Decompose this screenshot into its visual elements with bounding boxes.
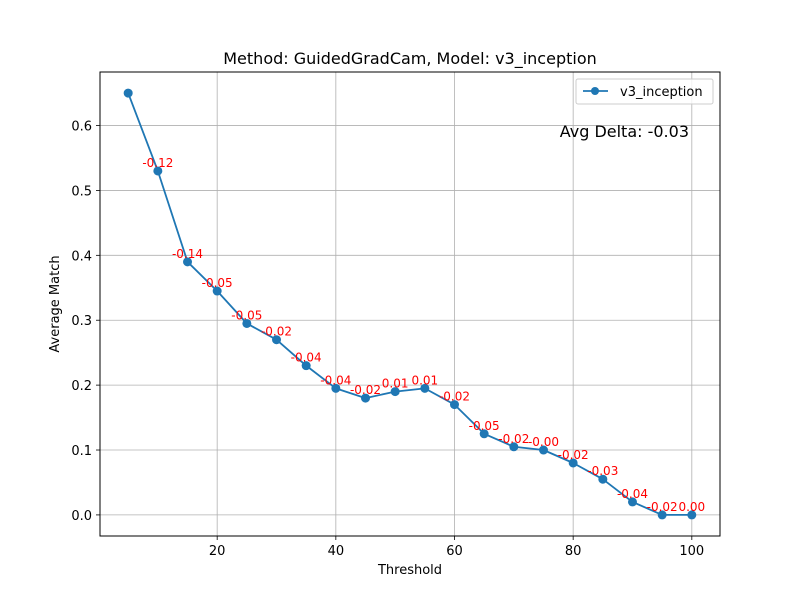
delta-label: -0.05 — [231, 308, 262, 322]
delta-label: -0.04 — [291, 351, 322, 365]
legend-box — [575, 78, 714, 105]
data-point — [390, 387, 400, 397]
axes: 20 40 60 80 100 0.0 0.1 0.2 0.3 0.4 0.5 0.6 — [71, 120, 704, 559]
legend-label: v3_inception — [620, 85, 703, 100]
delta-label: -0.03 — [587, 464, 618, 478]
delta-label: -0.02 — [498, 432, 529, 446]
delta-label: -0.02 — [261, 325, 292, 339]
data-point — [153, 166, 163, 176]
plot-frame — [99, 71, 721, 537]
delta-label: 0.00 — [678, 500, 705, 514]
chart-title: Method: GuidedGradCam, Model: v3_incepti… — [223, 49, 597, 69]
x-axis-label: Threshold — [377, 563, 442, 578]
data-point — [598, 474, 608, 484]
grid — [100, 72, 720, 536]
delta-label: -0.02 — [439, 390, 470, 404]
data-point — [449, 400, 459, 410]
data-point — [301, 361, 311, 371]
delta-label: -0.05 — [469, 419, 500, 433]
data-point — [123, 88, 133, 98]
legend-marker-swatch — [591, 87, 599, 95]
delta-label: -0.02 — [647, 500, 678, 514]
delta-label: -0.14 — [172, 247, 203, 261]
series-line — [127, 92, 692, 516]
data-point — [538, 445, 548, 455]
y-axis-label: Average Match — [48, 255, 63, 352]
series-layer — [123, 88, 697, 520]
data-point — [242, 318, 252, 328]
y-tick-label: 0.2 — [71, 379, 92, 394]
data-point — [657, 510, 667, 520]
delta-label: 0.01 — [382, 377, 409, 391]
y-tick-label: 0.3 — [71, 314, 92, 329]
data-point — [331, 383, 341, 393]
delta-label: -0.05 — [202, 276, 233, 290]
data-point — [509, 442, 519, 452]
delta-label: -0.04 — [617, 487, 648, 501]
avg-delta-text: Avg Delta: -0.03 — [560, 122, 689, 141]
y-tick-label: 0.0 — [71, 509, 92, 524]
y-tick-label: 0.1 — [71, 444, 92, 459]
data-point — [272, 335, 282, 345]
delta-annotations: -0.12-0.14-0.05-0.05-0.02-0.04-0.04-0.02… — [142, 156, 705, 514]
data-point — [420, 383, 430, 393]
data-point — [361, 393, 371, 403]
x-tick-label: 100 — [679, 544, 704, 559]
data-point — [479, 429, 489, 439]
delta-label: -0.02 — [350, 383, 381, 397]
data-point — [212, 286, 222, 296]
x-tick-label: 20 — [209, 544, 226, 559]
legend: v3_inception — [575, 78, 714, 105]
y-tick-label: 0.4 — [71, 249, 92, 264]
y-tick-label: 0.6 — [71, 120, 92, 135]
data-point — [687, 510, 697, 520]
x-tick-label: 80 — [565, 544, 582, 559]
delta-label: -0.00 — [528, 435, 559, 449]
x-tick-label: 40 — [328, 544, 345, 559]
delta-label: -0.02 — [558, 448, 589, 462]
data-point — [183, 257, 193, 267]
x-tick-label: 60 — [446, 544, 463, 559]
data-point — [627, 497, 637, 507]
data-point — [568, 458, 578, 468]
delta-label: 0.01 — [411, 373, 438, 387]
delta-label: -0.04 — [320, 373, 351, 387]
y-tick-label: 0.5 — [71, 184, 92, 199]
delta-label: -0.12 — [142, 156, 173, 170]
